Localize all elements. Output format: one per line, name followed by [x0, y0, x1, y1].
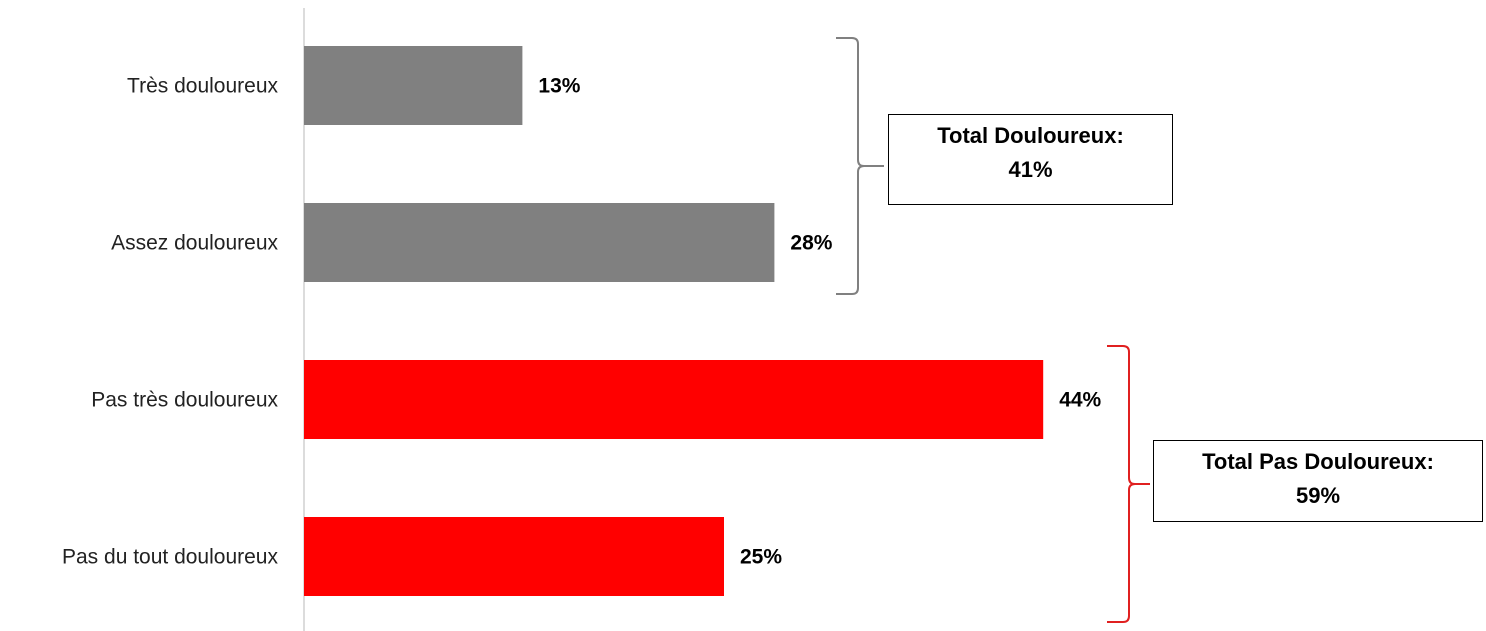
value-label-tres-douloureux: 13% — [538, 75, 580, 98]
total-pas-douloureux-label: Total Pas Douloureux: — [1202, 449, 1434, 474]
bar-pas-tres-douloureux — [304, 360, 1044, 439]
bar-assez-douloureux — [304, 203, 775, 282]
bar-pas-du-tout-douloureux — [304, 517, 724, 596]
total-douloureux-box: Total Douloureux: 41% — [888, 114, 1173, 205]
bars-layer: Très douloureux 13% Assez douloureux 28% Pas… — [62, 46, 1102, 596]
bar-tres-douloureux — [304, 46, 523, 125]
group-bracket-total-douloureux — [836, 37, 884, 295]
category-label-pas-du-tout-douloureux: Pas du tout douloureux — [62, 546, 278, 569]
category-label-tres-douloureux: Très douloureux — [127, 75, 278, 98]
value-label-assez-douloureux: 28% — [790, 232, 832, 255]
group-bracket-total-pas-douloureux — [1107, 345, 1150, 623]
total-douloureux-value: 41% — [1008, 157, 1053, 182]
category-label-pas-tres-douloureux: Pas très douloureux — [91, 389, 278, 412]
total-douloureux-label: Total Douloureux: — [937, 123, 1124, 148]
total-pas-douloureux-box: Total Pas Douloureux: 59% — [1153, 440, 1483, 522]
value-label-pas-du-tout-douloureux: 25% — [740, 546, 782, 569]
category-label-assez-douloureux: Assez douloureux — [111, 232, 278, 255]
value-label-pas-tres-douloureux: 44% — [1059, 389, 1101, 412]
brackets-layer — [836, 37, 1150, 623]
total-pas-douloureux-value: 59% — [1295, 483, 1341, 508]
